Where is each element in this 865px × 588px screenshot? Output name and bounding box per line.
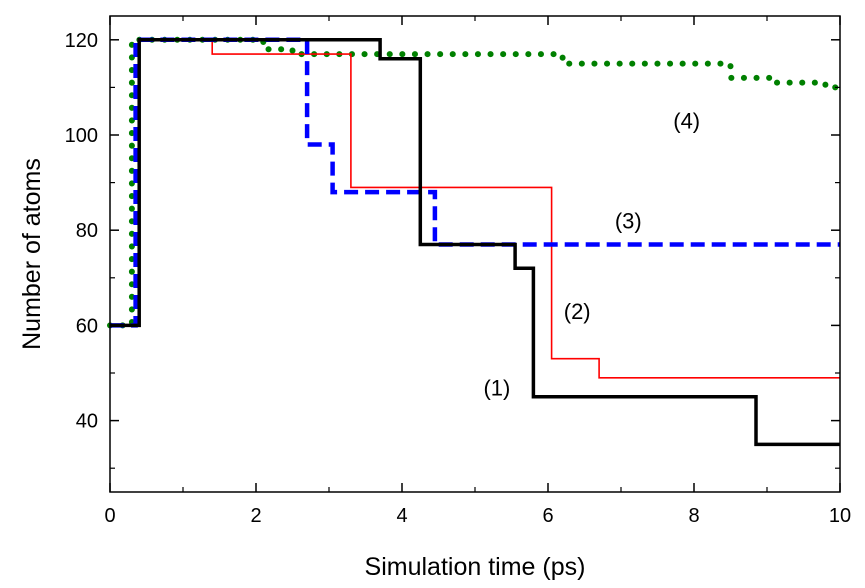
tick-layer: 0 2 4 6 8 10 40 60 80 100 120 [65,16,851,527]
series-line-4 [107,36,843,329]
series-label-4: (4) [673,109,700,134]
series-label-1: (1) [483,375,510,400]
x-tick-label: 8 [688,505,699,527]
y-tick-label: 80 [76,220,98,242]
annotation-layer: (1) (2) (3) (4) [483,109,700,401]
series-label-3: (3) [615,209,642,234]
y-tick-label: 120 [65,30,98,52]
x-tick-label: 2 [250,505,261,527]
series-line-3 [110,37,840,328]
y-tick-label: 60 [76,315,98,337]
series-line-2 [110,38,840,379]
x-tick-label: 0 [104,505,115,527]
y-tick-label: 100 [65,125,98,147]
y-tick-label: 40 [76,411,98,433]
x-tick-label: 6 [542,505,553,527]
series-label-2: (2) [564,299,591,324]
series-layer [107,36,843,447]
x-tick-label: 10 [829,505,851,527]
y-axis-title: Number of atoms [18,158,46,350]
plot-frame [109,15,841,493]
x-axis-title: Simulation time (ps) [365,553,586,581]
x-tick-label: 4 [396,505,407,527]
series-line-1 [110,38,840,447]
